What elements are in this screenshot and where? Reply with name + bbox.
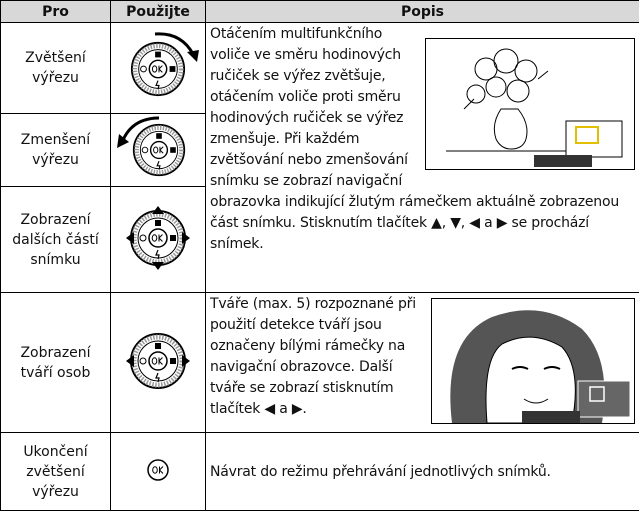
pro-cell: Ukončení zvětšení výřezu bbox=[1, 433, 111, 511]
dial-zoom-in-icon bbox=[115, 26, 201, 106]
row: Ukončení zvětšení výřezu Návrat do režim… bbox=[1, 433, 639, 511]
description-text: Tváře (max. 5) rozpoznané při použití de… bbox=[210, 296, 416, 417]
pro-cell: Zobrazení tváří osob bbox=[1, 293, 111, 433]
icon-cell bbox=[111, 187, 206, 293]
icon-cell bbox=[111, 433, 206, 511]
dial-navigate-icon bbox=[122, 202, 194, 274]
pro-cell: Zvětšení výřezu bbox=[1, 23, 111, 114]
icon-cell bbox=[111, 23, 206, 114]
row: Zvětšení výřezu bbox=[1, 23, 639, 114]
desc-cell: Tváře (max. 5) rozpoznané při použití de… bbox=[206, 293, 639, 433]
ok-button-icon bbox=[146, 458, 170, 482]
header-cell: Použijte bbox=[111, 1, 206, 23]
desc-cell: Návrat do režimu přehrávání jednotlivých… bbox=[206, 433, 639, 511]
desc-cell: Otáčením multifunkčního voliče ve směru … bbox=[206, 23, 639, 293]
icon-cell bbox=[111, 114, 206, 187]
header-cell: Popis bbox=[206, 1, 639, 23]
pro-cell: Zmenšení výřezu bbox=[1, 114, 111, 187]
face-image bbox=[431, 298, 635, 424]
dial-zoom-out-icon bbox=[115, 114, 201, 182]
flower-vase-image bbox=[425, 38, 635, 170]
header-row: Pro Použijte Popis bbox=[1, 1, 639, 23]
pro-cell: Zobrazení dalších částí snímku bbox=[1, 187, 111, 293]
row: Zobrazení tváří osob Tváře (max. 5) rozp… bbox=[1, 293, 639, 433]
dial-faces-icon bbox=[122, 325, 194, 397]
header-cell: Pro bbox=[1, 1, 111, 23]
icon-cell bbox=[111, 293, 206, 433]
